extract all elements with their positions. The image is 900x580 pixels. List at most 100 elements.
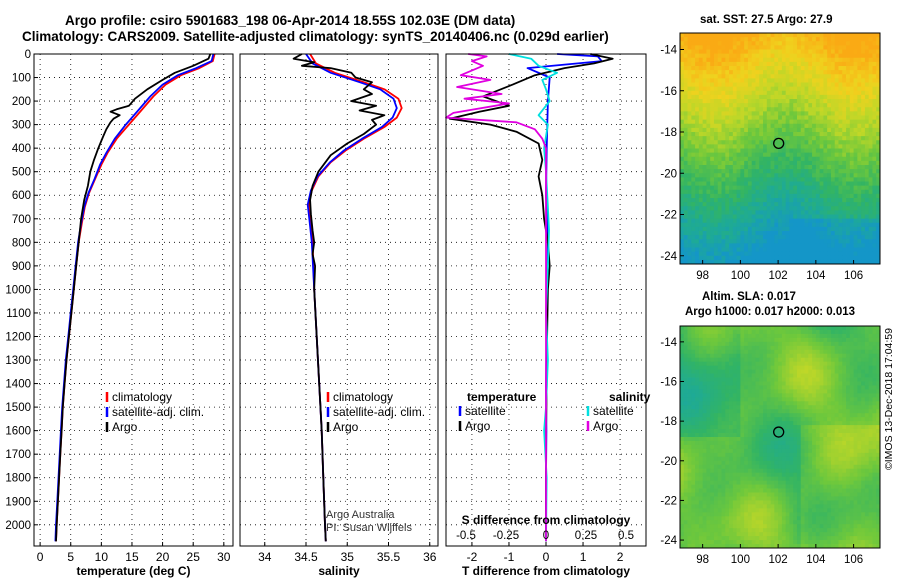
- diff-series-3: [445, 53, 547, 542]
- sla-map-cell: [695, 337, 700, 343]
- sla-map-cell: [857, 377, 862, 382]
- sst-map-cell: [698, 156, 704, 162]
- sla-map-cell: [695, 452, 700, 458]
- sst-map-cell: [793, 94, 798, 100]
- sst-map-cell: [725, 74, 730, 79]
- sst-map-cell: [683, 136, 688, 141]
- sst-map-cell: [706, 210, 711, 215]
- sst-map-cell: [812, 255, 817, 261]
- sla-map-cell: [736, 326, 741, 331]
- sst-map-cell: [796, 239, 802, 244]
- sla-map-cell: [830, 373, 836, 378]
- sla-map-cell: [857, 437, 862, 442]
- sst-map-cell: [759, 169, 764, 174]
- sst-map-cell: [812, 259, 817, 265]
- sla-map-cell: [710, 456, 715, 462]
- sst-map-cell: [706, 251, 711, 257]
- sla-map-cell: [744, 377, 749, 382]
- sst-map-cell: [710, 103, 715, 108]
- sst-map-cell: [695, 247, 700, 253]
- sst-map-cell: [849, 45, 854, 50]
- sst-map-cell: [823, 214, 828, 220]
- sst-map-cell: [834, 82, 839, 88]
- sst-map-cell: [846, 115, 851, 121]
- sla-map-cell: [774, 389, 779, 394]
- sst-map-cell: [823, 222, 828, 228]
- sla-map-cell: [744, 437, 749, 442]
- sst-map-cell: [763, 231, 768, 236]
- sst-map-cell: [751, 226, 756, 232]
- sst-map-cell: [796, 235, 802, 240]
- sst-map-cell: [747, 144, 753, 149]
- sst-map-cell: [834, 45, 839, 50]
- sla-map-cell: [819, 381, 824, 386]
- sst-map-cell: [732, 82, 737, 88]
- sla-map-cell: [740, 377, 745, 382]
- sst-map-cell: [838, 247, 843, 253]
- sst-map-cell: [785, 57, 790, 63]
- sst-map-cell: [763, 45, 768, 50]
- sst-map-cell: [698, 136, 704, 141]
- sst-map-cell: [698, 37, 704, 42]
- sla-map-cell: [759, 409, 764, 414]
- sst-map-cell: [830, 247, 836, 253]
- temp-legend-0-label: climatology: [112, 390, 172, 404]
- sst-map-cell: [706, 78, 711, 83]
- sst-map-cell: [846, 45, 851, 50]
- sst-map-cell: [702, 82, 707, 88]
- sla-map-cell: [857, 413, 862, 418]
- sst-map-cell: [732, 235, 737, 240]
- sst-map-cell: [827, 181, 832, 187]
- sst-map-cell: [687, 255, 692, 261]
- sst-map-cell: [702, 160, 707, 166]
- sst-map-cell: [683, 206, 688, 211]
- sla-map-cell: [800, 405, 805, 410]
- sst-map-cell: [725, 45, 730, 50]
- sst-map-cell: [785, 140, 790, 145]
- sst-map-cell: [717, 78, 722, 83]
- sst-map-cell: [721, 103, 726, 108]
- sla-map-cell: [747, 349, 753, 355]
- sla-map-cell: [691, 385, 696, 390]
- sst-map-cell: [687, 218, 692, 224]
- sst-map-cell: [823, 193, 828, 199]
- sst-map-cell: [834, 226, 839, 232]
- sst-map-cell: [706, 53, 711, 59]
- sst-map-cell: [680, 111, 685, 116]
- sst-map-cell: [691, 136, 696, 141]
- sst-map-cell: [759, 243, 764, 248]
- sst-map-cell: [785, 202, 790, 207]
- sst-map-cell: [876, 107, 881, 112]
- sst-map-cell: [804, 90, 809, 96]
- sla-map-cell: [759, 373, 764, 378]
- depth-tick-label-15: 1500: [5, 402, 31, 414]
- sla-map-cell: [683, 393, 688, 398]
- sst-map-cell: [747, 119, 753, 125]
- sla-map-cell: [732, 341, 737, 347]
- sst-map-cell: [853, 123, 858, 129]
- sst-map-cell: [729, 189, 734, 195]
- sst-map-cell: [687, 185, 692, 191]
- sst-map-cell: [785, 82, 790, 88]
- sst-map-cell: [857, 251, 862, 257]
- sla-map-cell: [687, 373, 692, 378]
- sla-map-cell: [729, 349, 734, 355]
- sst-map-cell: [857, 94, 862, 100]
- sla-map-cell: [695, 373, 700, 378]
- sst-map-cell: [687, 82, 692, 88]
- sla-map-cell: [778, 448, 783, 454]
- sla-map-cell: [830, 357, 836, 363]
- sst-map-cell: [687, 148, 692, 154]
- sst-map-cell: [766, 144, 771, 149]
- sla-map-cell: [842, 437, 847, 442]
- sst-map-cell: [819, 136, 824, 141]
- sla-map-cell: [695, 365, 700, 370]
- sst-map-cell: [872, 61, 877, 67]
- sst-map-cell: [763, 140, 768, 145]
- sst-map-cell: [710, 239, 715, 244]
- sst-map-cell: [687, 136, 692, 141]
- sst-map-cell: [755, 86, 760, 92]
- sst-map-cell: [691, 144, 696, 149]
- sst-map-cell: [751, 132, 756, 137]
- sla-map-cell: [691, 341, 696, 347]
